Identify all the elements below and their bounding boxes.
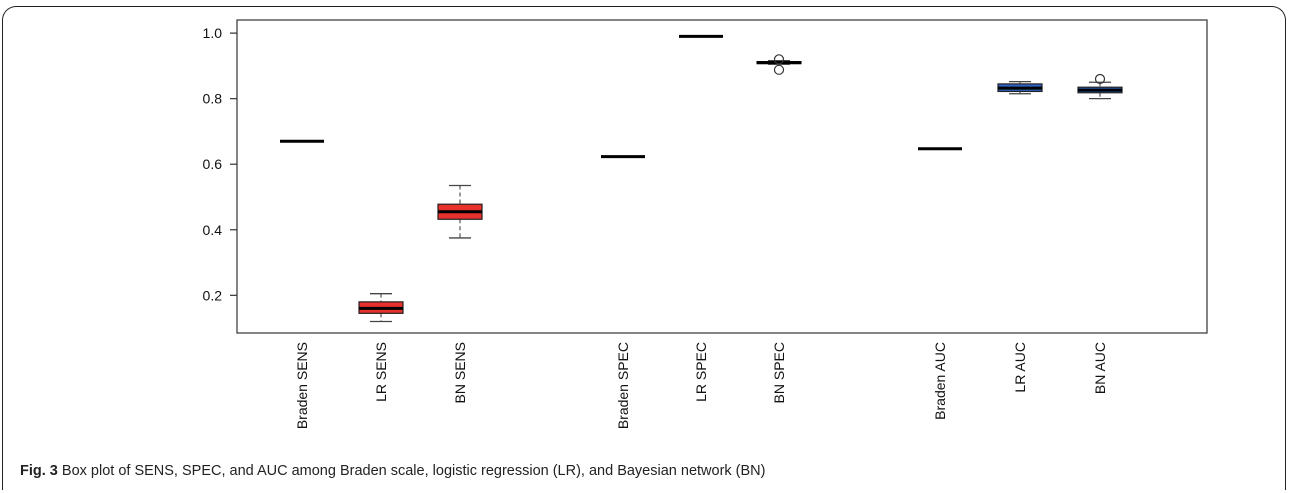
category-labels: Braden SENS LR SENS BN SENS Braden SPEC LR S… [294, 342, 1108, 429]
box-bn-auc [1078, 74, 1122, 98]
y-tick-label: 0.6 [203, 156, 223, 172]
y-tick-label: 1.0 [203, 25, 223, 41]
box-bn-sens [438, 186, 482, 238]
outlier-point [775, 65, 784, 74]
y-tick-label: 0.4 [203, 222, 223, 238]
x-category-label: BN AUC [1092, 342, 1108, 394]
y-tick-label: 0.8 [203, 91, 223, 107]
box-bn-spec [757, 55, 801, 74]
figure-label: Fig. 3 [20, 463, 58, 479]
x-category-label: BN SENS [452, 342, 468, 403]
plot-frame [237, 20, 1207, 333]
figure-caption: Fig. 3 Box plot of SENS, SPEC, and AUC a… [20, 463, 765, 479]
box-lr-sens [359, 294, 403, 322]
chart-boxes [280, 36, 1122, 321]
y-tick-label: 0.2 [203, 287, 223, 303]
x-category-label: Braden SENS [294, 342, 310, 429]
x-category-label: LR AUC [1012, 342, 1028, 393]
x-category-label: Braden AUC [932, 342, 948, 420]
x-category-label: Braden SPEC [615, 342, 631, 429]
x-category-label: LR SPEC [693, 342, 709, 402]
x-category-label: LR SENS [373, 342, 389, 402]
figure-caption-text: Box plot of SENS, SPEC, and AUC among Br… [58, 463, 766, 479]
box-lr-auc [998, 82, 1042, 94]
chart-axes: 0.2 0.4 0.6 0.8 1.0 [203, 20, 1207, 333]
x-category-label: BN SPEC [771, 342, 787, 403]
